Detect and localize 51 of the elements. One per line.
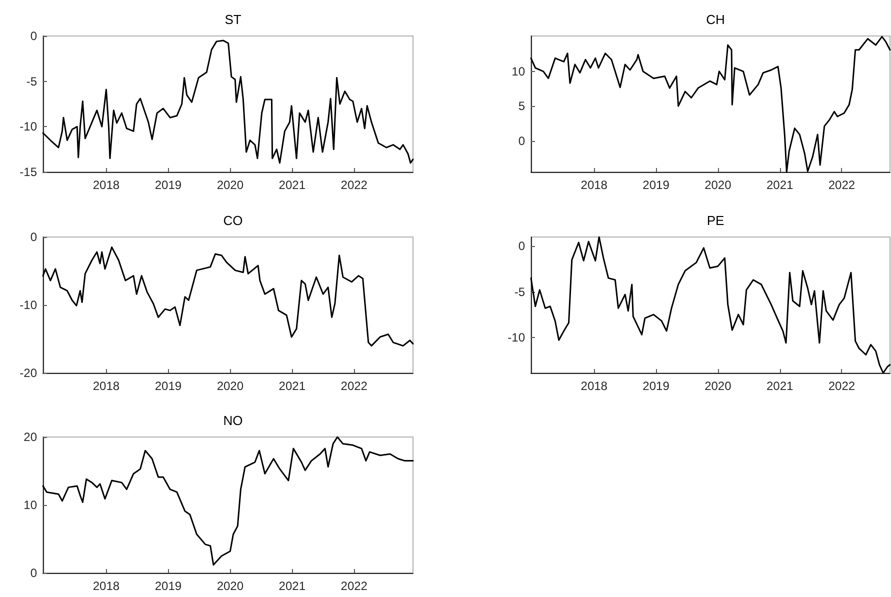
y-tick-label: -10 xyxy=(20,298,38,312)
x-tick-label: 2022 xyxy=(340,379,368,393)
x-tick-label: 2021 xyxy=(278,379,306,393)
y-tick-label: -10 xyxy=(20,120,38,134)
x-tick-label: 2019 xyxy=(154,178,182,192)
x-tick-label: 2018 xyxy=(92,579,120,593)
line-series xyxy=(42,246,414,347)
x-tick-label: 2022 xyxy=(828,379,856,393)
line-series xyxy=(530,236,891,374)
x-tick-label: 2020 xyxy=(704,379,732,393)
chart-title: CH xyxy=(706,12,725,27)
x-tick-label: 2020 xyxy=(216,579,244,593)
y-tick-label: 5 xyxy=(518,99,526,114)
line-series xyxy=(530,36,891,173)
y-tick-label: -20 xyxy=(20,366,38,380)
y-tick-label: 0 xyxy=(518,239,526,254)
x-tick-label: 2020 xyxy=(216,178,244,192)
x-tick-label: 2019 xyxy=(642,379,670,393)
y-tick-label: -15 xyxy=(20,165,38,179)
x-tick-label: 2021 xyxy=(766,379,794,393)
y-tick-label: 0 xyxy=(30,230,38,244)
x-tick-label: 2022 xyxy=(340,178,368,192)
line-series xyxy=(42,40,414,164)
x-tick-label: 2018 xyxy=(580,379,608,393)
x-tick-label: 2018 xyxy=(580,178,608,192)
x-tick-label: 2022 xyxy=(828,178,856,192)
x-tick-label: 2021 xyxy=(278,579,306,593)
x-tick-label: 2019 xyxy=(642,178,670,192)
y-tick-label: 0 xyxy=(518,134,526,148)
y-tick-label: 0 xyxy=(30,29,38,43)
x-tick-label: 2019 xyxy=(154,379,182,393)
y-tick-label: 20 xyxy=(24,430,38,444)
y-tick-label: -5 xyxy=(514,284,526,299)
x-tick-label: 2022 xyxy=(340,579,368,593)
x-tick-label: 2021 xyxy=(278,178,306,192)
line-series xyxy=(42,436,414,566)
y-tick-label: 10 xyxy=(24,498,38,512)
x-tick-label: 2019 xyxy=(154,579,182,593)
y-tick-label: 10 xyxy=(512,64,526,78)
y-tick-label: -5 xyxy=(26,74,38,88)
chart-title: CO xyxy=(223,213,243,228)
x-tick-label: 2018 xyxy=(92,379,120,393)
x-tick-label: 2021 xyxy=(766,178,794,192)
x-tick-label: 2020 xyxy=(216,379,244,393)
y-tick-label: -10 xyxy=(508,330,526,344)
x-tick-label: 2020 xyxy=(704,178,732,192)
chart-title: ST xyxy=(224,12,242,27)
chart-title: NO xyxy=(223,413,243,428)
chart-title: PE xyxy=(706,213,724,228)
y-tick-label: 0 xyxy=(30,566,38,580)
x-tick-label: 2018 xyxy=(92,178,120,192)
